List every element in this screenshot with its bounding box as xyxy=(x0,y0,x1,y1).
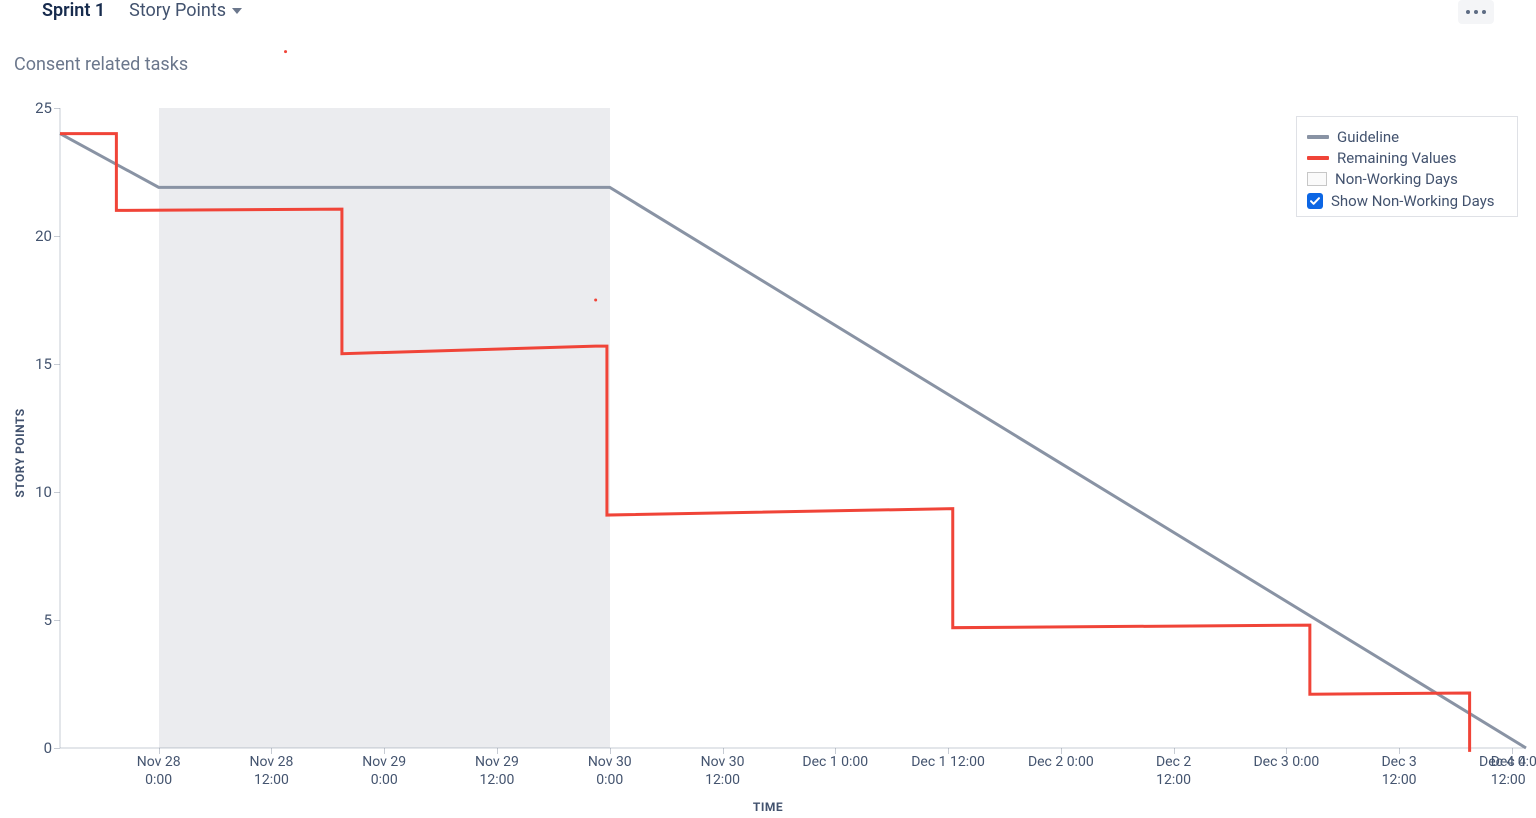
x-tick-label: Nov 29 12:00 xyxy=(475,754,519,789)
y-axis-label: STORY POINTS xyxy=(13,408,27,497)
sprint-subtitle: Consent related tasks xyxy=(14,54,188,75)
header: Sprint 1 Story Points xyxy=(42,0,1494,20)
x-tick-label: Dec 3 12:00 xyxy=(1381,754,1416,789)
dot-icon xyxy=(1474,10,1478,14)
remaining-swatch xyxy=(1307,156,1329,160)
x-tick-mark xyxy=(1286,748,1287,754)
x-tick-mark xyxy=(835,748,836,754)
x-tick-label: Dec 2 0:00 xyxy=(1028,754,1094,772)
x-tick-mark xyxy=(723,748,724,754)
x-tick-label: Dec 2 12:00 xyxy=(1156,754,1191,789)
chevron-down-icon xyxy=(232,8,242,14)
x-tick-mark xyxy=(159,748,160,754)
outlier-dot xyxy=(284,50,287,53)
legend-non-working: Non-Working Days xyxy=(1307,170,1507,188)
more-menu-button[interactable] xyxy=(1458,0,1494,24)
guideline-series xyxy=(60,134,1526,748)
dot-icon xyxy=(1482,10,1486,14)
x-tick-mark xyxy=(271,748,272,754)
y-tick-label: 10 xyxy=(35,483,52,501)
legend-show-non-working[interactable]: Show Non-Working Days xyxy=(1307,192,1507,210)
y-tick-label: 5 xyxy=(44,611,52,629)
legend-guideline-label: Guideline xyxy=(1337,128,1399,146)
x-tick-mark xyxy=(1399,748,1400,754)
non-working-swatch xyxy=(1307,172,1327,186)
x-tick-label: Nov 28 0:00 xyxy=(137,754,181,789)
x-tick-mark xyxy=(1061,748,1062,754)
legend-non-working-label: Non-Working Days xyxy=(1335,170,1458,188)
metric-dropdown-label: Story Points xyxy=(129,0,226,21)
remaining-series xyxy=(60,134,1470,752)
y-tick-label: 0 xyxy=(44,739,52,757)
x-tick-label: Dec 1 12:00 xyxy=(911,754,985,772)
legend-show-non-working-label: Show Non-Working Days xyxy=(1331,192,1495,210)
x-tick-label: Dec 1 0:00 xyxy=(802,754,868,772)
chart-legend: Guideline Remaining Values Non-Working Day… xyxy=(1296,116,1518,217)
x-tick-label: Nov 30 0:00 xyxy=(588,754,632,789)
x-tick-mark xyxy=(610,748,611,754)
x-tick-label: Nov 30 12:00 xyxy=(701,754,745,789)
x-tick-mark xyxy=(948,748,949,754)
x-tick-label: Nov 28 12:00 xyxy=(250,754,294,789)
x-tick-label: Nov 29 0:00 xyxy=(362,754,406,789)
burndown-chart: STORY POINTS TIME 0510152025Nov 28 0:00N… xyxy=(0,88,1536,818)
metric-dropdown[interactable]: Story Points xyxy=(129,0,242,21)
outlier-dot xyxy=(594,299,597,302)
y-tick-label: 25 xyxy=(35,99,52,117)
x-tick-mark xyxy=(1174,748,1175,754)
y-tick-label: 20 xyxy=(35,227,52,245)
x-tick-label: Dec 4 12:00 xyxy=(1491,754,1526,789)
y-tick-mark xyxy=(54,748,60,749)
x-tick-mark xyxy=(497,748,498,754)
checkbox-icon xyxy=(1307,193,1323,209)
x-tick-mark xyxy=(384,748,385,754)
x-axis-label: TIME xyxy=(0,800,1536,814)
y-tick-label: 15 xyxy=(35,355,52,373)
legend-remaining-label: Remaining Values xyxy=(1337,149,1457,167)
plot-area: 0510152025Nov 28 0:00Nov 28 12:00Nov 29 … xyxy=(60,108,1526,748)
legend-remaining: Remaining Values xyxy=(1307,149,1507,167)
guideline-swatch xyxy=(1307,135,1329,139)
legend-guideline: Guideline xyxy=(1307,128,1507,146)
dot-icon xyxy=(1466,10,1470,14)
sprint-name: Sprint 1 xyxy=(42,0,105,21)
x-tick-label: Dec 3 0:00 xyxy=(1253,754,1319,772)
